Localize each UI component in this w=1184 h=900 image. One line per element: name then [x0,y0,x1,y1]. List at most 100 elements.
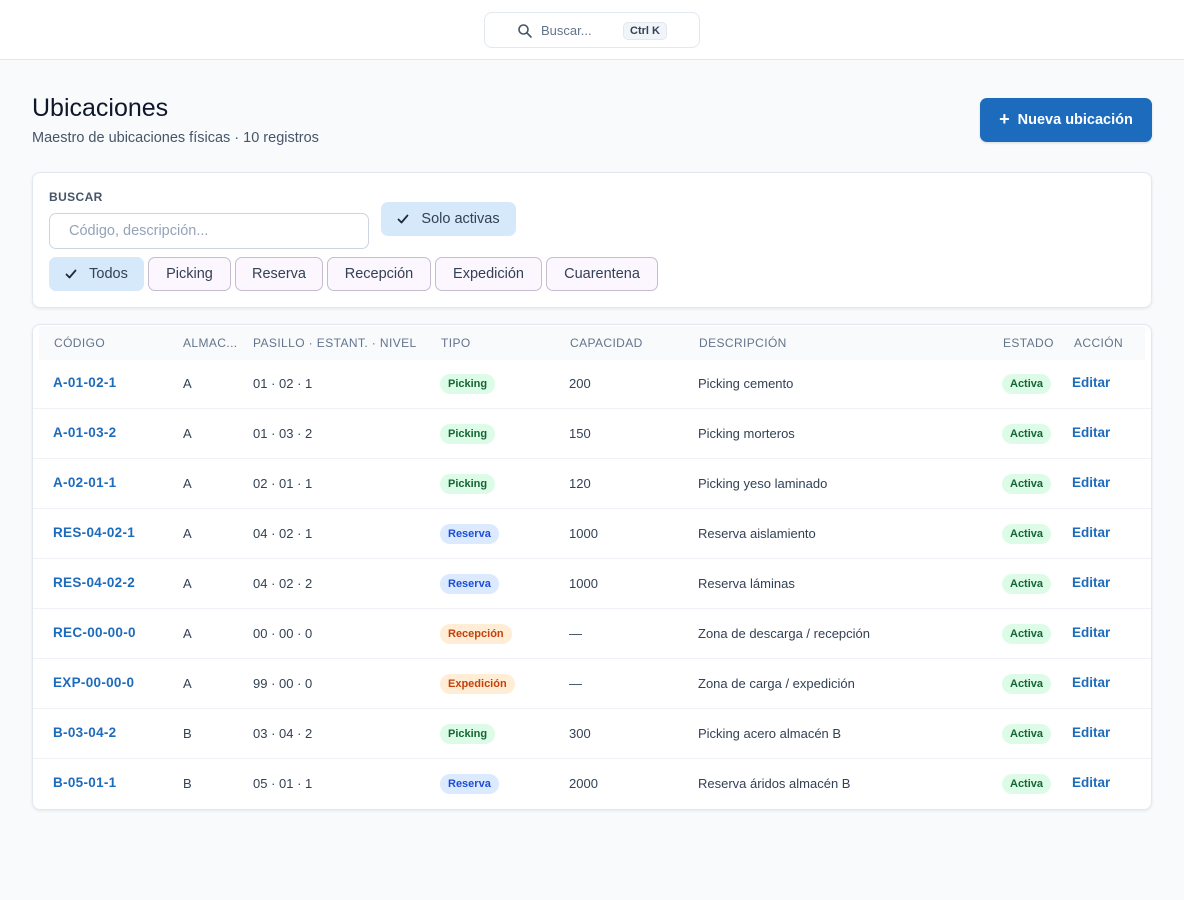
col-code[interactable]: CÓDIGO [54,336,106,350]
type-badge: Picking [440,474,496,494]
global-search[interactable]: Buscar... Ctrl K [484,12,700,48]
only-active-toggle[interactable]: Solo activas [381,202,516,236]
status-badge: Activa [1002,724,1052,744]
chip-cuarentena[interactable]: Cuarentena [546,257,658,291]
table-row: REC-00-00-0 A 00 · 00 · 0 — Zona de descarga… [33,609,1151,659]
top-bar: Buscar... Ctrl K [0,0,1184,60]
check-icon [398,214,409,224]
warehouse-cell: B [183,776,192,791]
warehouse-cell: A [183,376,192,391]
status-badge: Activa [1002,574,1052,594]
location-code-link[interactable]: EXP-00-00-0 [53,675,135,690]
chip-label: Expedición [453,266,524,282]
table-row: A-01-03-2 A 01 · 03 · 2 150 Picking morteros… [33,409,1151,459]
capacity-cell: — [569,626,582,641]
page-title: Ubicaciones [32,94,169,122]
type-badge: Picking [440,374,496,394]
chip-recepcion[interactable]: Recepción [327,257,431,291]
capacity-cell: 1000 [569,576,598,591]
location-code-link[interactable]: B-05-01-1 [53,775,117,790]
edit-link[interactable]: Editar [1072,675,1111,690]
search-input[interactable] [49,213,369,249]
type-badge: Expedición [440,674,515,694]
position-cell: 05 · 01 · 1 [253,776,313,791]
check-icon [65,269,77,279]
position-cell: 03 · 04 · 2 [253,726,313,741]
filters-card: BUSCAR Solo activas Todos Picking Reserv… [32,172,1152,308]
type-badge: Picking [440,724,496,744]
edit-link[interactable]: Editar [1072,725,1111,740]
edit-link[interactable]: Editar [1072,575,1111,590]
warehouse-cell: A [183,526,192,541]
chip-expedicion[interactable]: Expedición [435,257,542,291]
edit-link[interactable]: Editar [1072,475,1111,490]
capacity-cell: 120 [569,476,591,491]
location-code-link[interactable]: B-03-04-2 [53,725,117,740]
col-warehouse[interactable]: ALMAC... [183,336,238,350]
chip-reserva[interactable]: Reserva [235,257,323,291]
status-badge: Activa [1002,424,1052,444]
warehouse-cell: A [183,426,192,441]
chip-todos[interactable]: Todos [49,257,144,291]
col-capacity[interactable]: CAPACIDAD [570,336,643,350]
type-badge: Picking [440,424,496,444]
location-code-link[interactable]: REC-00-00-0 [53,625,136,640]
warehouse-cell: A [183,576,192,591]
location-code-link[interactable]: RES-04-02-1 [53,525,136,540]
position-cell: 04 · 02 · 1 [253,526,313,541]
status-badge: Activa [1002,624,1052,644]
shortcut-badge: Ctrl K [623,22,667,40]
col-action: ACCIÓN [1074,336,1124,350]
description-cell: Picking acero almacén B [698,726,842,741]
type-badge: Reserva [440,524,499,544]
col-position[interactable]: PASILLO · ESTANT. · NIVEL [253,336,417,350]
description-cell: Picking yeso laminado [698,476,828,491]
status-badge: Activa [1002,374,1052,394]
col-type[interactable]: TIPO [441,336,471,350]
new-location-label: Nueva ubicación [1017,112,1133,128]
description-cell: Picking morteros [698,426,795,441]
status-badge: Activa [1002,474,1052,494]
capacity-cell: 300 [569,726,591,741]
col-description[interactable]: DESCRIPCIÓN [699,336,787,350]
edit-link[interactable]: Editar [1072,525,1111,540]
table-header: CÓDIGO ALMAC... PASILLO · ESTANT. · NIVE… [39,326,1145,360]
global-search-placeholder: Buscar... [541,23,592,38]
capacity-cell: — [569,676,582,691]
warehouse-cell: A [183,476,192,491]
description-cell: Zona de carga / expedición [698,676,855,691]
capacity-cell: 1000 [569,526,598,541]
edit-link[interactable]: Editar [1072,375,1111,390]
description-cell: Zona de descarga / recepción [698,626,870,641]
new-location-button[interactable]: + Nueva ubicación [980,98,1152,142]
edit-link[interactable]: Editar [1072,775,1111,790]
capacity-cell: 200 [569,376,591,391]
capacity-cell: 150 [569,426,591,441]
status-badge: Activa [1002,524,1052,544]
search-icon [518,24,532,38]
status-badge: Activa [1002,774,1052,794]
chip-picking[interactable]: Picking [148,257,231,291]
description-cell: Reserva láminas [698,576,795,591]
only-active-label: Solo activas [421,211,500,227]
position-cell: 01 · 03 · 2 [253,426,313,441]
location-code-link[interactable]: RES-04-02-2 [53,575,136,590]
chip-label: Picking [166,266,213,282]
chip-label: Todos [89,266,128,282]
edit-link[interactable]: Editar [1072,425,1111,440]
col-status[interactable]: ESTADO [1003,336,1054,350]
locations-table: CÓDIGO ALMAC... PASILLO · ESTANT. · NIVE… [32,324,1152,810]
warehouse-cell: A [183,626,192,641]
table-row: B-05-01-1 B 05 · 01 · 1 2000 Reserva áridos … [33,759,1151,809]
edit-link[interactable]: Editar [1072,625,1111,640]
location-code-link[interactable]: A-01-03-2 [53,425,117,440]
table-row: RES-04-02-2 A 04 · 02 · 2 1000 Reserva lámin… [33,559,1151,609]
location-code-link[interactable]: A-01-02-1 [53,375,117,390]
position-cell: 00 · 00 · 0 [253,626,313,641]
location-code-link[interactable]: A-02-01-1 [53,475,117,490]
plus-icon: + [999,109,1010,129]
position-cell: 04 · 02 · 2 [253,576,313,591]
search-label: BUSCAR [49,190,103,204]
table-row: B-03-04-2 B 03 · 04 · 2 300 Picking acero al… [33,709,1151,759]
position-cell: 01 · 02 · 1 [253,376,313,391]
